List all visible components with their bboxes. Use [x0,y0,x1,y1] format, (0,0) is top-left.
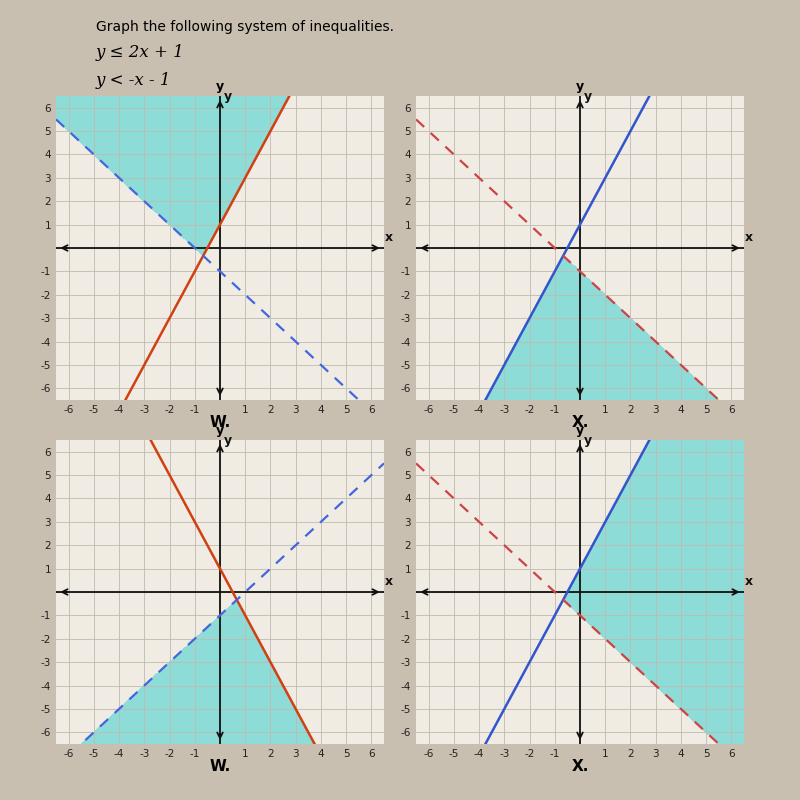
Text: y: y [584,434,592,446]
Text: W.: W. [210,759,230,774]
Text: y: y [216,424,224,437]
Text: y: y [576,80,584,93]
Text: W.: W. [210,415,230,430]
Text: x: x [746,231,754,244]
Text: y ≤ 2x + 1: y ≤ 2x + 1 [96,44,185,61]
Text: y < -x - 1: y < -x - 1 [96,72,171,89]
Text: x: x [386,231,394,244]
Text: y: y [584,90,592,102]
Text: y: y [224,90,232,102]
Text: y: y [216,80,224,93]
Text: X.: X. [571,759,589,774]
Text: x: x [746,575,754,588]
Text: Graph the following system of inequalities.: Graph the following system of inequaliti… [96,20,394,34]
Text: y: y [224,434,232,446]
Text: y: y [576,424,584,437]
Text: X.: X. [571,415,589,430]
Text: x: x [386,575,394,588]
